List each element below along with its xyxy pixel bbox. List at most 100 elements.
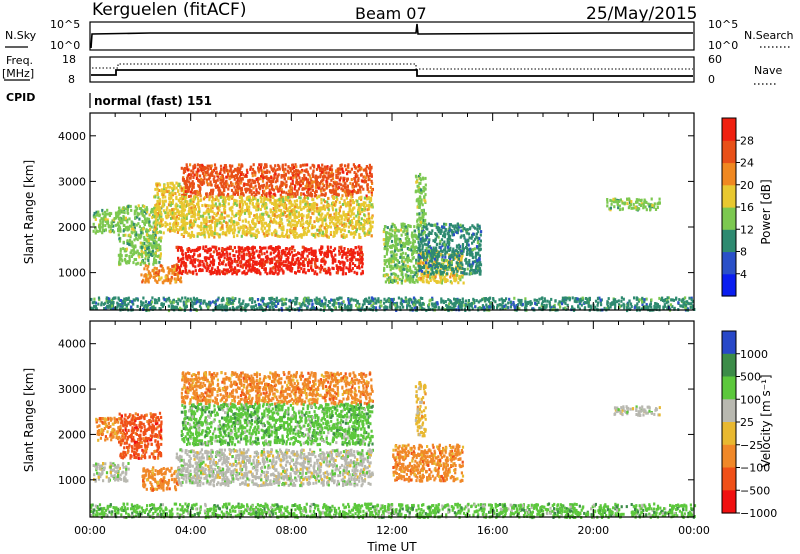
scatter-cell [337, 172, 340, 176]
scatter-cell [289, 221, 292, 225]
scatter-cell [192, 171, 195, 175]
scatter-cell [118, 237, 121, 241]
scatter-cell [252, 260, 255, 263]
scatter-cell [353, 179, 356, 183]
scatter-cell [152, 252, 155, 256]
scatter-cell [117, 233, 120, 237]
scatter-cell [285, 180, 288, 184]
scatter-cell [210, 189, 213, 193]
scatter-cell [173, 184, 176, 188]
scatter-cell [357, 188, 360, 192]
scatter-cell [407, 224, 410, 227]
scatter-cell [211, 266, 214, 270]
scatter-cell [233, 228, 237, 232]
scatter-cell [436, 280, 439, 284]
scatter-cell [332, 180, 335, 184]
scatter-cell [175, 246, 178, 249]
scatter-cell [350, 167, 353, 171]
scatter-cell [430, 256, 433, 260]
scatter-cell [291, 256, 294, 260]
scatter-cell [345, 224, 348, 228]
scatter-cell [328, 268, 331, 272]
scatter-cell [126, 218, 129, 222]
scatter-cell [263, 175, 266, 179]
scatter-cell [316, 272, 319, 276]
scatter-cell [211, 271, 214, 275]
scatter-cell [184, 190, 187, 194]
scatter-cell [261, 184, 264, 188]
scatter-cell [137, 204, 140, 208]
scatter-cell [429, 223, 432, 227]
scatter-cell [156, 208, 159, 212]
scatter-cell [157, 205, 161, 209]
scatter-cell [332, 216, 335, 220]
scatter-cell [458, 254, 461, 258]
scatter-cell [144, 219, 147, 223]
scatter-cell [320, 259, 323, 263]
scatter-cell [142, 278, 145, 282]
scatter-cell [228, 164, 232, 168]
scatter-cell [282, 225, 285, 229]
scatter-cell [359, 254, 362, 258]
scatter-cell [264, 210, 268, 214]
scatter-cell [319, 209, 322, 213]
scatter-cell [386, 226, 389, 230]
scatter-cell [227, 257, 230, 261]
scatter-cell [227, 247, 230, 251]
scatter-cell [347, 230, 350, 234]
scatter-cell [169, 194, 173, 198]
scatter-cell [265, 250, 269, 254]
scatter-cell [333, 233, 336, 237]
scatter-cell [264, 259, 267, 263]
scatter-cell [205, 180, 208, 184]
scatter-cell [473, 271, 476, 275]
scatter-cell [401, 259, 404, 263]
scatter-cell [207, 248, 210, 252]
nave-tick-top: 60 [708, 53, 722, 66]
scatter-cell [247, 210, 250, 214]
scatter-cell [114, 211, 118, 215]
scatter-cell [361, 253, 364, 257]
scatter-cell [207, 233, 211, 237]
scatter-cell [248, 201, 252, 205]
scatter-cell [119, 209, 122, 213]
scatter-cell [119, 228, 122, 232]
scatter-cell [218, 216, 221, 220]
scatter-cell [288, 201, 291, 205]
scatter-cell [310, 194, 313, 198]
scatter-cell [226, 182, 229, 186]
scatter-cell [148, 234, 151, 238]
scatter-cell [313, 191, 317, 195]
scatter-cell [244, 261, 247, 265]
scatter-cell [321, 266, 324, 269]
scatter-cell [384, 231, 388, 235]
scatter-cell [347, 211, 350, 215]
scatter-cell [397, 274, 400, 278]
scatter-cell [399, 255, 402, 259]
scatter-cell [335, 222, 338, 226]
scatter-cell [212, 250, 215, 254]
scatter-cell [171, 228, 174, 232]
scatter-cell [342, 213, 345, 217]
scatter-cell [264, 186, 268, 190]
scatter-cell [327, 196, 330, 200]
scatter-cell [192, 176, 195, 179]
scatter-cell [444, 248, 447, 252]
scatter-cell [243, 230, 246, 234]
scatter-cell [355, 191, 358, 195]
scatter-cell [229, 168, 232, 172]
scatter-cell [329, 225, 332, 229]
scatter-cell [227, 263, 230, 267]
scatter-cell [255, 229, 258, 233]
scatter-cell [197, 254, 200, 258]
scatter-cell [244, 202, 247, 206]
scatter-cell [304, 257, 308, 261]
scatter-cell [409, 241, 412, 245]
scatter-cell [355, 228, 358, 232]
scatter-cell [158, 183, 162, 187]
scatter-cell [247, 269, 250, 273]
scatter-cell [189, 223, 192, 227]
scatter-cell [239, 225, 242, 229]
scatter-cell [400, 233, 403, 237]
scatter-cell [323, 251, 326, 255]
